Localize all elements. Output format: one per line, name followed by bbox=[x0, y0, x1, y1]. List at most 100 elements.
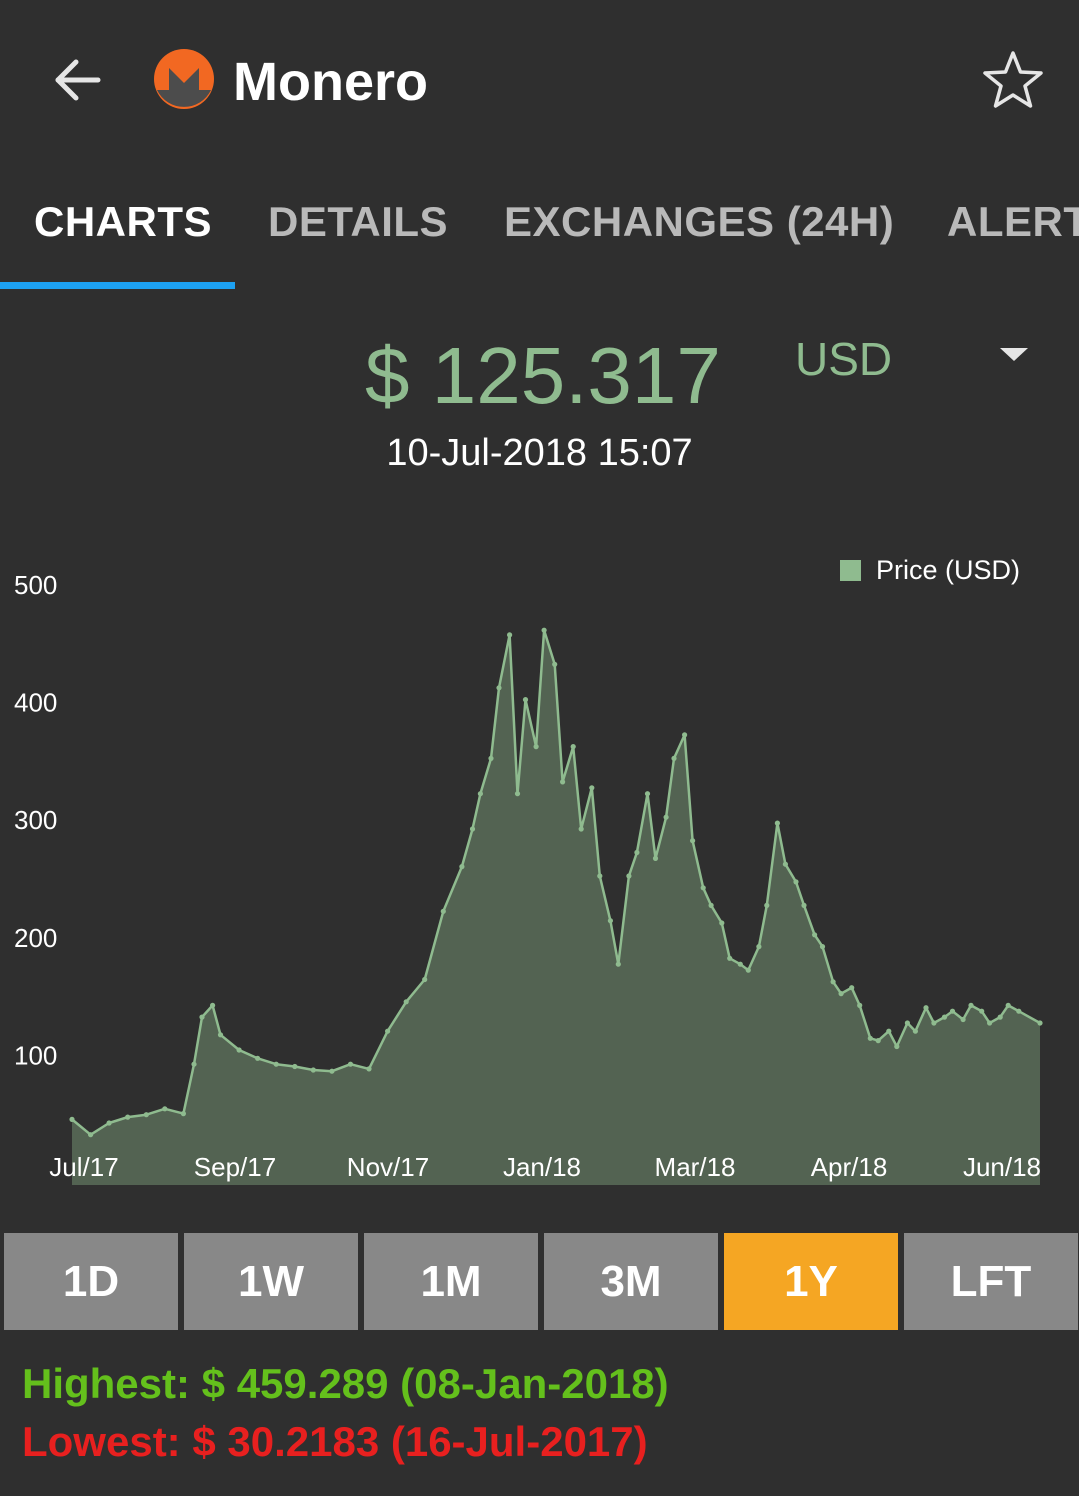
data-point bbox=[199, 1014, 205, 1020]
data-point bbox=[477, 791, 483, 797]
app-bar: Monero bbox=[0, 0, 1079, 160]
legend-swatch bbox=[840, 560, 861, 581]
data-point bbox=[830, 979, 836, 985]
data-point bbox=[292, 1063, 298, 1070]
data-point bbox=[671, 755, 677, 761]
y-tick-label: 300 bbox=[14, 805, 57, 835]
data-point bbox=[782, 861, 789, 867]
data-point bbox=[793, 879, 799, 885]
highest-price: Highest: $ 459.289 (08-Jan-2018) bbox=[22, 1360, 669, 1407]
active-tab-indicator bbox=[0, 282, 235, 289]
price-chart[interactable]: 100 200 300 400 500 Jul/17 Sep/17 Nov/17 Jan/18 M… bbox=[0, 540, 1079, 1210]
back-button[interactable] bbox=[48, 50, 108, 110]
data-point bbox=[764, 902, 770, 908]
data-point bbox=[737, 961, 743, 967]
data-point bbox=[875, 1038, 881, 1044]
data-point bbox=[570, 744, 576, 750]
data-point bbox=[310, 1067, 316, 1073]
page-title: Monero bbox=[233, 52, 428, 112]
data-point bbox=[801, 902, 807, 908]
x-tick-label: Jul/17 bbox=[49, 1152, 118, 1182]
tab-alert[interactable]: ALERT bbox=[947, 198, 1079, 245]
data-point bbox=[440, 908, 446, 914]
data-point bbox=[385, 1028, 391, 1034]
tab-charts[interactable]: CHARTS bbox=[34, 198, 212, 245]
tab-exchanges[interactable]: EXCHANGES (24H) bbox=[504, 198, 895, 245]
lowest-price: Lowest: $ 30.2183 (16-Jul-2017) bbox=[22, 1418, 648, 1465]
data-point bbox=[774, 820, 781, 826]
data-point bbox=[162, 1106, 168, 1112]
dropdown-arrow-icon[interactable] bbox=[1000, 348, 1028, 361]
data-point bbox=[960, 1016, 966, 1023]
data-point bbox=[422, 976, 428, 983]
data-point bbox=[912, 1028, 919, 1034]
data-point bbox=[682, 732, 688, 738]
data-point bbox=[812, 932, 818, 938]
data-point bbox=[941, 1014, 948, 1020]
data-point bbox=[560, 779, 566, 785]
price-timestamp: 10-Jul-2018 15:07 bbox=[386, 432, 693, 474]
star-outline-icon bbox=[983, 51, 1043, 108]
tab-details[interactable]: DETAILS bbox=[268, 198, 449, 245]
x-tick-label: Sep/17 bbox=[194, 1152, 276, 1182]
data-point bbox=[522, 697, 529, 703]
data-point bbox=[708, 902, 714, 908]
data-point bbox=[867, 1035, 873, 1041]
currency-select[interactable]: USD bbox=[795, 333, 893, 385]
data-point bbox=[143, 1112, 149, 1118]
x-tick-label: Nov/17 bbox=[347, 1152, 429, 1182]
y-tick-label: 400 bbox=[14, 688, 57, 718]
data-point bbox=[1037, 1020, 1043, 1026]
data-point bbox=[663, 814, 669, 820]
range-1d-button[interactable]: 1D bbox=[4, 1233, 178, 1330]
monero-logo bbox=[153, 48, 215, 110]
favorite-button[interactable] bbox=[980, 48, 1046, 114]
data-point bbox=[727, 955, 733, 961]
legend-label: Price (USD) bbox=[876, 555, 1020, 585]
x-tick-label: Jun/18 bbox=[963, 1152, 1041, 1182]
data-point bbox=[886, 1028, 892, 1034]
data-point bbox=[533, 744, 539, 750]
data-point bbox=[488, 755, 494, 761]
data-point bbox=[894, 1043, 900, 1050]
data-point bbox=[210, 1002, 216, 1008]
data-point bbox=[745, 967, 751, 973]
data-point bbox=[644, 791, 651, 797]
range-3m-button[interactable]: 3M bbox=[544, 1233, 718, 1330]
x-tick-label: Jan/18 bbox=[503, 1152, 581, 1182]
range-1w-button[interactable]: 1W bbox=[184, 1233, 358, 1330]
data-point bbox=[719, 920, 725, 926]
data-point bbox=[904, 1020, 911, 1026]
data-point bbox=[1016, 1008, 1022, 1014]
price-area bbox=[72, 630, 1040, 1185]
data-point bbox=[125, 1114, 131, 1120]
tab-bar: CHARTS DETAILS EXCHANGES (24H) ALERT bbox=[0, 178, 1079, 290]
data-point bbox=[217, 1032, 224, 1038]
data-point bbox=[968, 1002, 974, 1008]
data-point bbox=[191, 1061, 197, 1067]
data-point bbox=[459, 864, 465, 870]
y-tick-label: 500 bbox=[14, 570, 57, 600]
data-point bbox=[541, 627, 547, 633]
range-lft-button[interactable]: LFT bbox=[904, 1233, 1078, 1330]
arrow-left-icon bbox=[55, 59, 101, 101]
data-point bbox=[607, 918, 614, 924]
data-point bbox=[180, 1111, 186, 1117]
data-point bbox=[838, 991, 844, 997]
range-selector: 1D 1W 1M 3M 1Y LFT bbox=[0, 1233, 1079, 1330]
data-point bbox=[88, 1132, 94, 1138]
data-point bbox=[469, 826, 476, 832]
data-point bbox=[597, 873, 603, 879]
data-point bbox=[496, 685, 502, 691]
data-point bbox=[849, 985, 855, 991]
range-1m-button[interactable]: 1M bbox=[364, 1233, 538, 1330]
data-point bbox=[987, 1020, 993, 1026]
data-point bbox=[700, 885, 706, 891]
data-point bbox=[1005, 1002, 1011, 1008]
data-point bbox=[923, 1005, 929, 1011]
data-point bbox=[347, 1061, 354, 1067]
current-price: $ 125.317 bbox=[365, 331, 721, 420]
data-point bbox=[578, 826, 584, 832]
data-point bbox=[106, 1120, 112, 1126]
range-1y-button[interactable]: 1Y bbox=[724, 1233, 898, 1330]
